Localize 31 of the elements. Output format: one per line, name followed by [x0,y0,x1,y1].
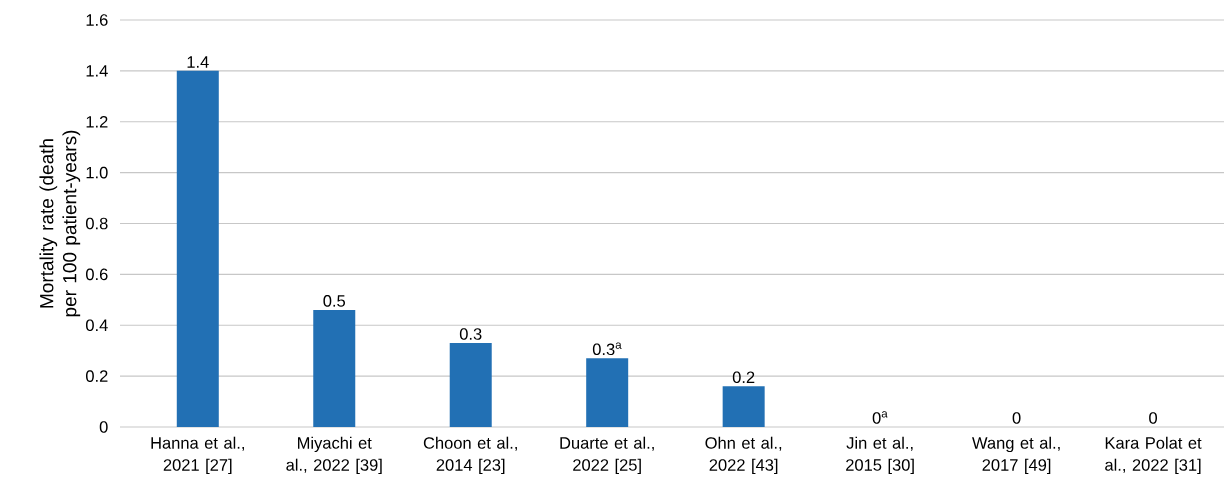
y-tick-label: 0.2 [86,370,108,382]
data-label: 0 [1149,412,1158,424]
y-axis-title: Mortality rate (death per 100 patient-years) [39,130,81,317]
data-label: 0 [1012,412,1021,424]
data-label: 1.4 [187,56,209,68]
data-label: 0.5 [323,295,346,307]
bar [449,343,492,427]
y-tick-label: 0 [99,421,108,433]
y-tick-label: 0.6 [86,268,108,281]
data-label: 0$^{a}$ [872,411,888,424]
x-tick-label: Kara Polat et al., 2022 [31] [1105,436,1202,475]
x-tick-label: Choon et al., 2014 [23] [423,436,517,475]
data-label: 0.2 [732,371,755,384]
bar [176,70,219,427]
y-tick-label: 1.4 [86,65,108,77]
x-tick-label: Jin et al., 2015 [30] [846,436,914,475]
x-tick-label: Ohn et al., 2022 [43] [705,436,782,475]
x-tick-label: Hanna et al., 2021 [27] [151,436,244,475]
y-tick-label: 0.8 [86,217,108,230]
bar [586,358,629,427]
x-tick-label: Wang et al., 2017 [49] [972,436,1060,475]
x-tick-label: Duarte et al., 2022 [25] [560,436,654,475]
data-label: 0.3$^{a}$ [592,342,622,356]
y-tick-label: 0.4 [86,319,108,332]
bar [313,309,356,427]
bar [722,386,765,427]
y-tick-label: 1.0 [86,166,108,179]
x-tick-label: Miyachi et al., 2022 [39] [286,436,382,475]
y-tick-label: 1.2 [86,115,108,128]
y-tick-label: 1.6 [86,14,108,26]
data-label: 0.3 [459,328,482,340]
